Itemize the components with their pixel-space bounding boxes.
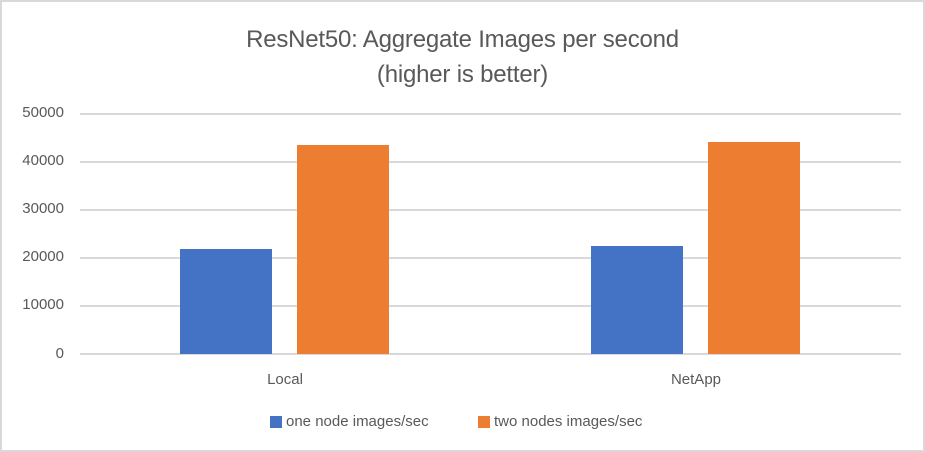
legend-swatch-orange (478, 416, 490, 428)
y-tick-0: 0 (55, 345, 64, 362)
x-label-local: Local (267, 371, 303, 388)
legend-item-two-nodes[interactable]: two nodes images/sec (478, 411, 642, 433)
y-tick-20000: 20000 (22, 248, 64, 265)
y-tick-10000: 10000 (22, 296, 64, 313)
x-axis-baseline (80, 353, 901, 355)
gridline-40000 (80, 161, 901, 163)
legend-item-one-node[interactable]: one node images/sec (270, 411, 429, 433)
legend-label-one-node: one node images/sec (286, 413, 429, 430)
bar-netapp-one-node[interactable] (591, 246, 683, 354)
gridline-50000 (80, 113, 901, 115)
y-tick-50000: 50000 (22, 104, 64, 121)
gridline-10000 (80, 305, 901, 307)
bar-local-two-nodes[interactable] (297, 145, 389, 354)
y-tick-40000: 40000 (22, 152, 64, 169)
gridline-20000 (80, 257, 901, 259)
legend-label-two-nodes: two nodes images/sec (494, 413, 643, 430)
chart-subtitle: (higher is better) (376, 61, 549, 88)
legend: one node images/sec two nodes images/sec (0, 411, 925, 433)
chart-title-main: ResNet50: Aggregate Images per second (246, 26, 679, 53)
legend-swatch-blue (270, 416, 282, 428)
bar-local-one-node[interactable] (180, 249, 272, 354)
bar-netapp-two-nodes[interactable] (708, 142, 800, 354)
chart-title: ResNet50: Aggregate Images per second (h… (0, 22, 925, 92)
gridline-30000 (80, 209, 901, 211)
y-tick-30000: 30000 (22, 200, 64, 217)
x-label-netapp: NetApp (670, 371, 722, 388)
